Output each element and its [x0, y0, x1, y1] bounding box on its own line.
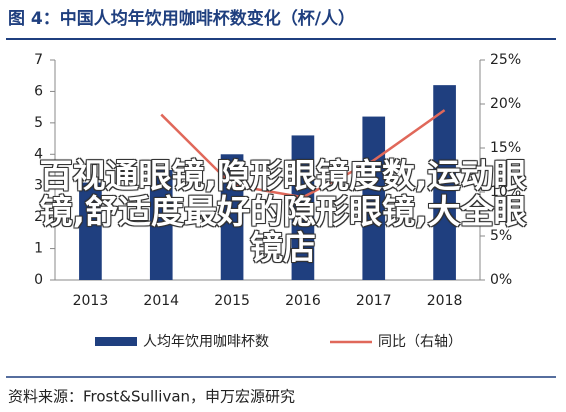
y2-tick-label: 5% — [490, 228, 512, 244]
y-tick-label: 4 — [34, 146, 43, 162]
y-tick-label: 6 — [34, 83, 43, 99]
y-tick-label: 2 — [34, 209, 43, 225]
legend-label: 人均年饮用咖啡杯数 — [143, 334, 269, 350]
y-tick-label: 1 — [34, 241, 43, 257]
x-tick-label: 2014 — [143, 293, 179, 309]
y2-tick-label: 0% — [490, 272, 512, 288]
x-tick-label: 2017 — [356, 293, 392, 309]
x-tick-label: 2015 — [214, 293, 250, 309]
y-tick-label: 0 — [34, 272, 43, 288]
bar — [291, 135, 315, 280]
bar — [79, 182, 102, 280]
bar — [149, 170, 173, 280]
chart-title: 图 4：中国人均年饮用咖啡杯数变化（杯/人） — [8, 8, 355, 29]
x-tick-label: 2018 — [427, 293, 463, 309]
source: 资料来源：Frost&Sullivan，申万宏源研究 — [8, 388, 295, 406]
legend-label: 同比（右轴） — [378, 334, 462, 350]
y2-tick-label: 20% — [490, 96, 521, 112]
y2-tick-label: 10% — [490, 184, 521, 200]
y-tick-label: 5 — [34, 115, 43, 131]
x-tick-label: 2013 — [73, 293, 109, 309]
y2-tick-label: 15% — [490, 140, 521, 156]
legend-swatch — [95, 337, 137, 346]
line — [160, 109, 446, 199]
y2-tick-label: 25% — [490, 52, 521, 68]
y-tick-label: 7 — [34, 52, 43, 68]
overlay-text: 百视通眼镜,隐形眼镜度数,运动眼镜,舒适度最好的隐形眼镜,大全眼镜店 — [39, 156, 527, 267]
x-tick-label: 2016 — [285, 293, 321, 309]
bar — [433, 85, 456, 281]
y-tick-label: 3 — [34, 178, 43, 194]
